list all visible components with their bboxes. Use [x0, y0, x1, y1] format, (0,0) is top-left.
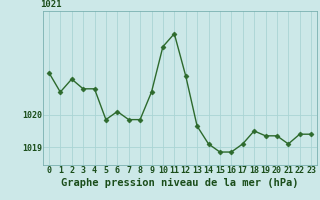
- X-axis label: Graphe pression niveau de la mer (hPa): Graphe pression niveau de la mer (hPa): [61, 178, 299, 188]
- Text: 1021: 1021: [40, 0, 62, 9]
